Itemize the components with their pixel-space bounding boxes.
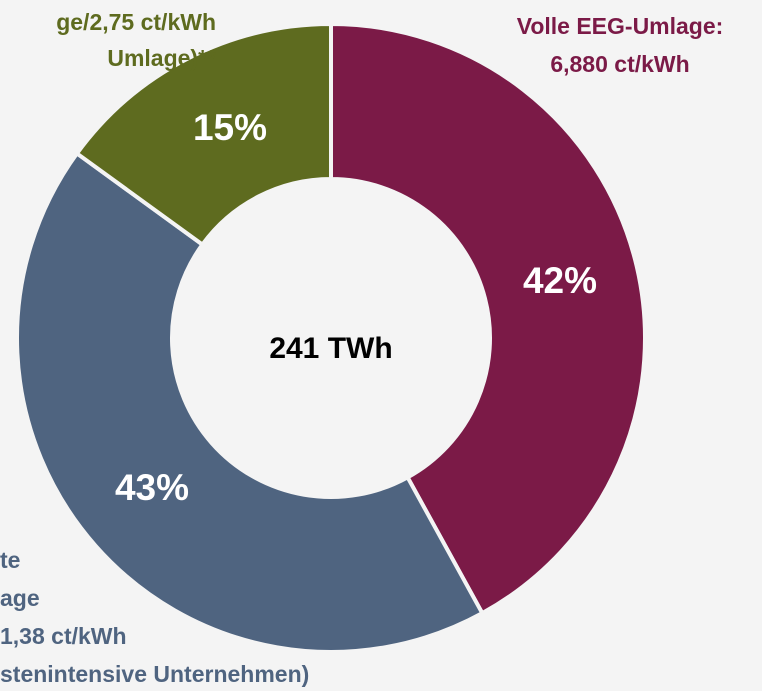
category-label: 1,38 ct/kWh	[0, 623, 127, 649]
category-label: age	[0, 585, 40, 611]
category-label: te	[0, 547, 20, 573]
center-label: 241 TWh	[269, 332, 392, 365]
category-label: ge/2,75 ct/kWh	[56, 9, 216, 35]
value-label: 43%	[115, 467, 189, 508]
category-label: Umlage)**	[107, 45, 216, 71]
donut-segment	[329, 21, 647, 616]
category-label: 6,880 ct/kWh	[550, 51, 689, 77]
category-label: stenintensive Unternehmen)	[0, 661, 309, 687]
donut-segment	[15, 150, 485, 654]
donut-segment	[74, 21, 333, 248]
category-label: Volle EEG-Umlage:	[517, 13, 724, 39]
value-label: 42%	[523, 260, 597, 301]
value-label: 15%	[193, 107, 267, 148]
